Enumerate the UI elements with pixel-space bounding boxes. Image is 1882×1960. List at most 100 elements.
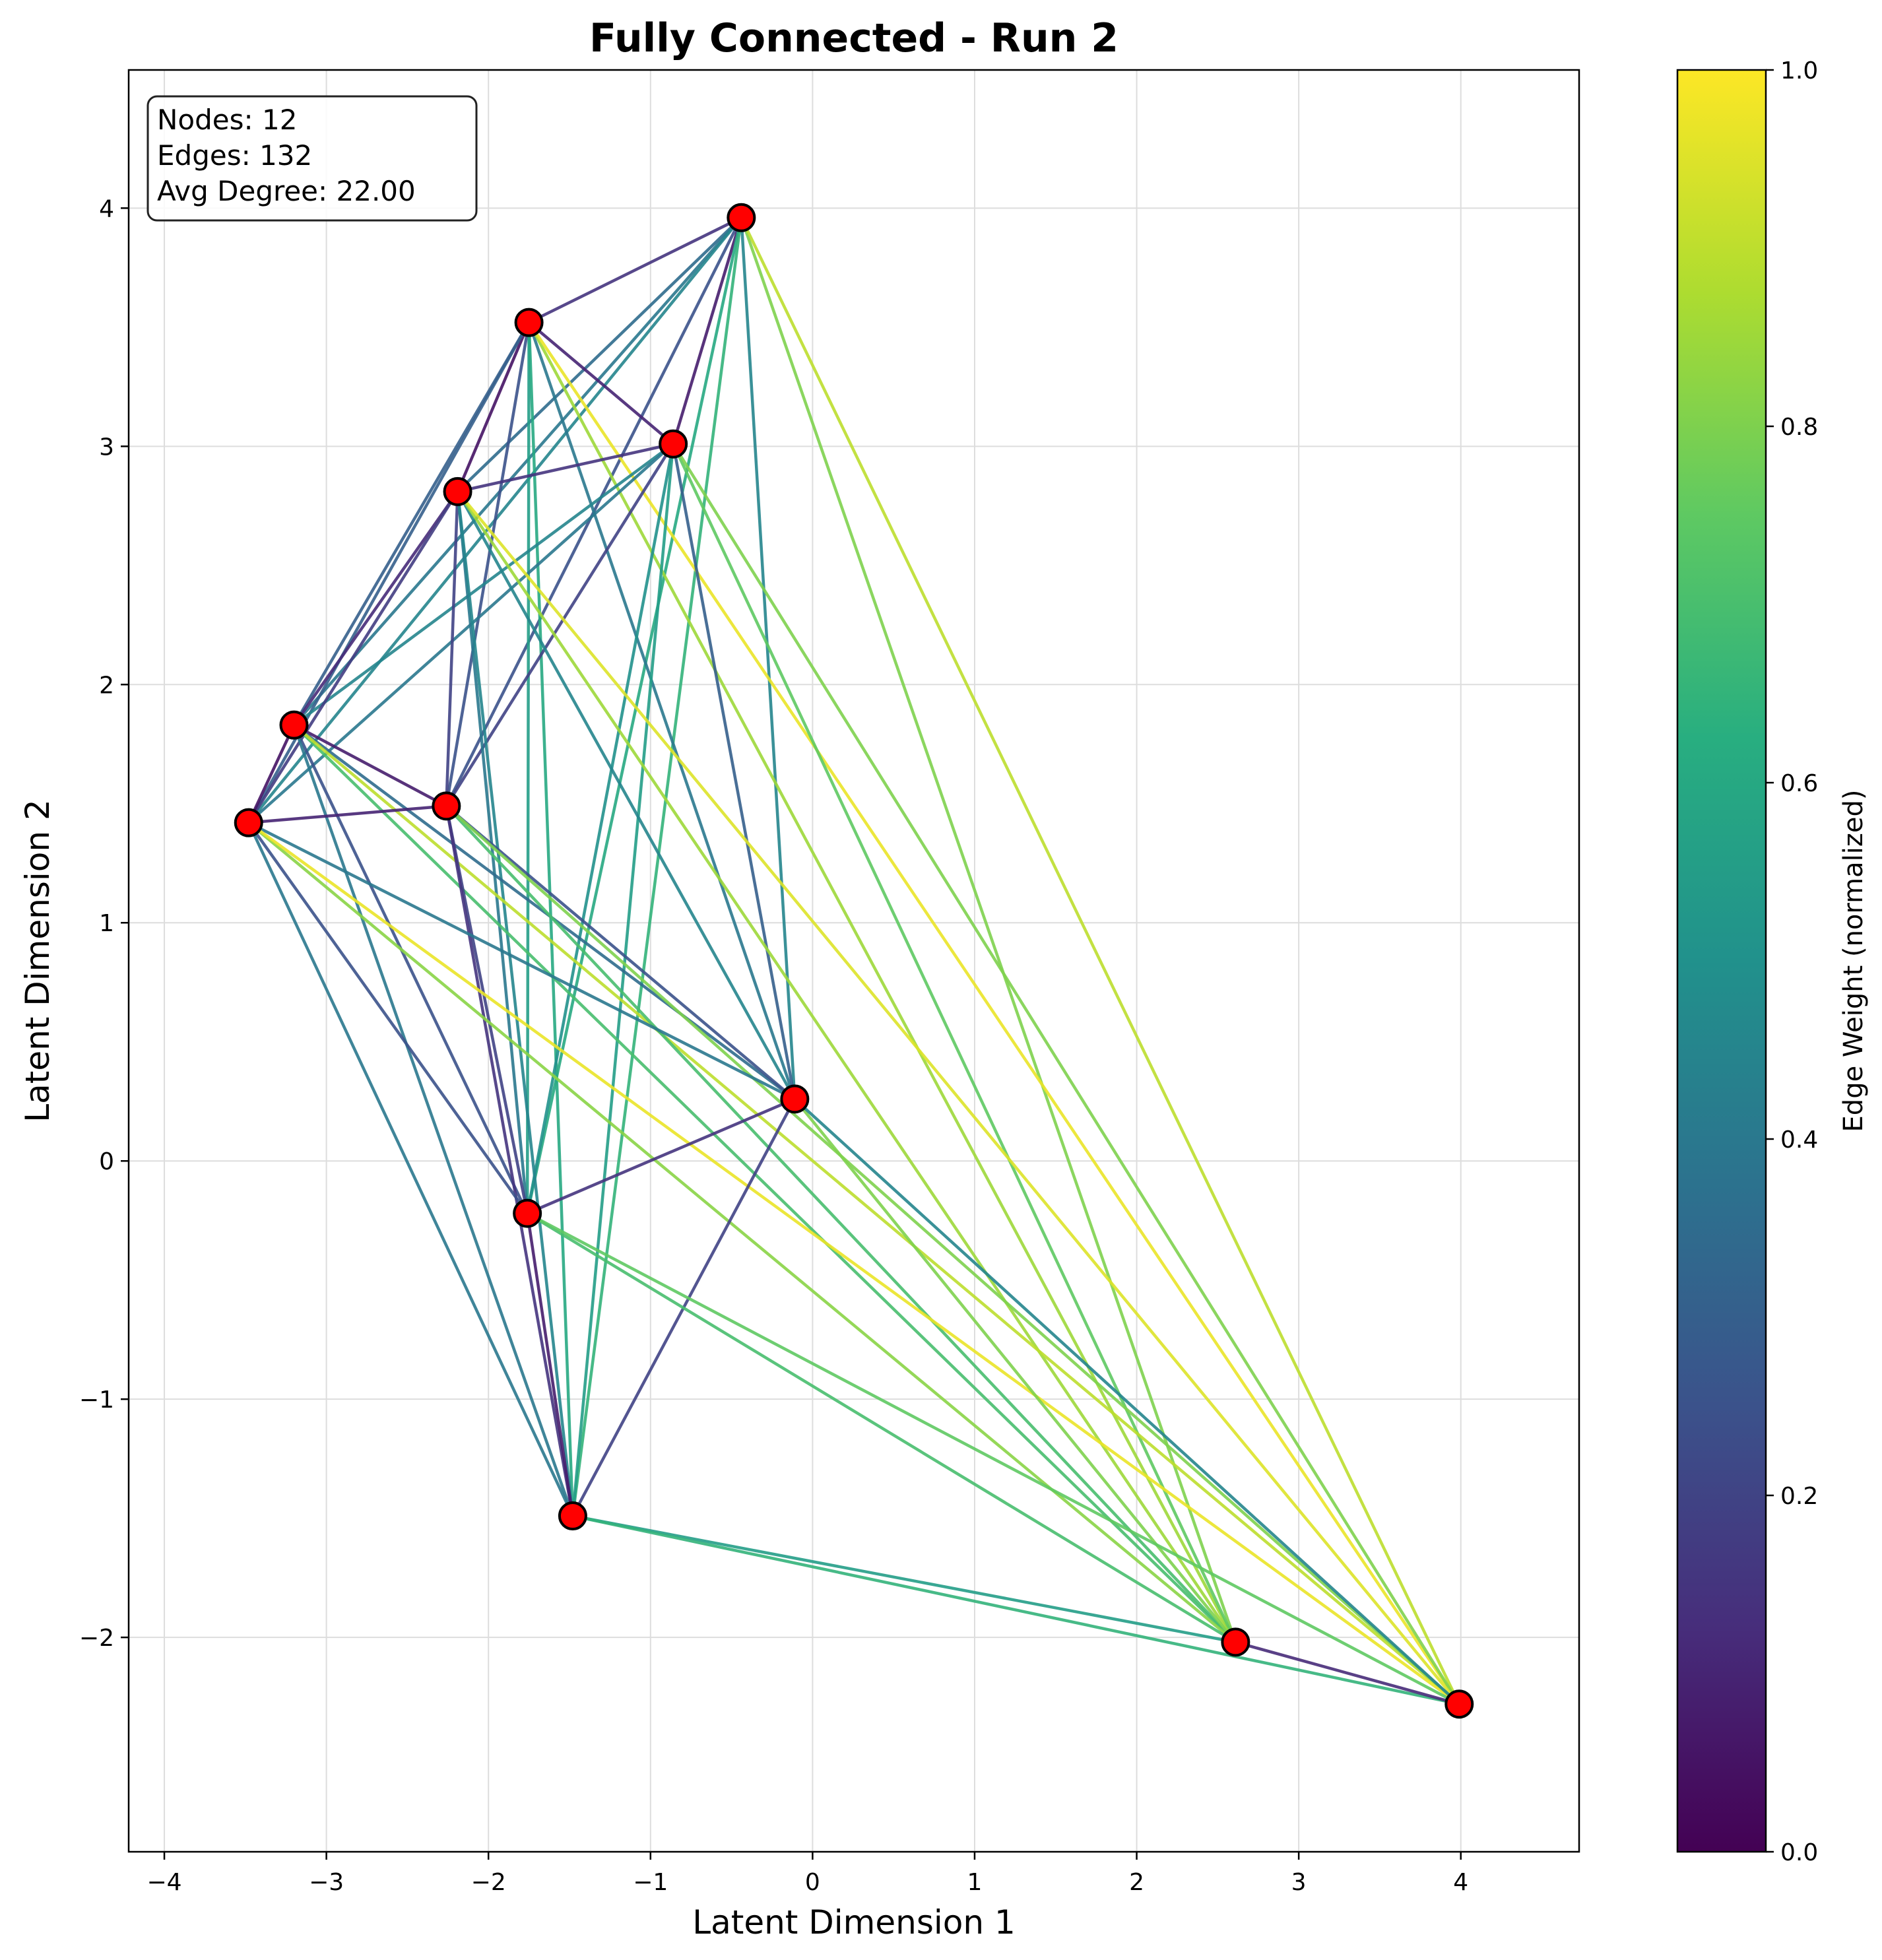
x-tick-label: 1: [967, 1869, 983, 1896]
x-tick-label: −1: [633, 1869, 668, 1896]
graph-edge: [740, 216, 796, 1101]
graph-node: [234, 808, 263, 837]
graph-edge: [247, 723, 296, 824]
stats-nodes: Nodes: 12: [157, 104, 297, 136]
graph-edge: [445, 490, 459, 808]
x-axis-ticks: −4 −3 −2 −1 0 1 2 3 4: [146, 1852, 1468, 1896]
chart-title: Fully Connected - Run 2: [589, 15, 1119, 61]
graph-edge: [247, 821, 575, 1518]
graph-edge: [525, 1097, 796, 1215]
x-tick-label: −2: [471, 1869, 506, 1896]
graph-edge: [247, 804, 448, 824]
graph-edge: [671, 442, 1237, 1644]
graph-edge: [671, 216, 743, 445]
graph-edge: [740, 216, 1461, 1706]
colorbar-ticks: 0.0 0.2 0.4 0.6 0.8 1.0: [1766, 57, 1818, 1866]
graph-node: [514, 308, 544, 337]
graph-edge: [527, 321, 1461, 1706]
graph-edge: [571, 442, 675, 1518]
graph-node: [780, 1084, 810, 1114]
graph-edge: [571, 216, 743, 1518]
graph-edge: [527, 321, 675, 445]
colorbar-gradient: [1676, 69, 1767, 1853]
x-tick-label: 0: [805, 1869, 820, 1896]
stats-box: Nodes: 12 Edges: 132 Avg Degree: 22.00: [146, 95, 478, 222]
graph-edge: [445, 321, 531, 808]
graph-edge: [527, 321, 1237, 1644]
plot-frame: [127, 69, 1580, 1853]
y-axis-label: Latent Dimension 2: [18, 799, 57, 1123]
graph-edge: [247, 442, 675, 824]
graph-edge: [247, 821, 1461, 1706]
graph-edge: [292, 490, 459, 727]
x-tick-label: 3: [1291, 1869, 1307, 1896]
x-axis-label: Latent Dimension 1: [692, 1903, 1016, 1942]
graph-node: [513, 1198, 542, 1228]
graph-node: [558, 1501, 587, 1531]
graph-edge: [456, 442, 675, 494]
graph-edge: [671, 442, 796, 1101]
graph-edge: [456, 216, 743, 494]
graph-node: [443, 476, 472, 506]
graph-edge: [456, 490, 1237, 1644]
graph-node: [1221, 1627, 1250, 1657]
graph-node: [432, 791, 461, 821]
x-tick-label: 4: [1453, 1869, 1468, 1896]
y-tick-label: 0: [99, 1148, 114, 1175]
graph-edge: [445, 442, 675, 808]
y-axis-ticks: −2 −1 0 1 2 3 4: [79, 195, 129, 1652]
grid-lines: [129, 70, 1579, 1852]
graph-edge: [292, 723, 448, 808]
graph-edge: [571, 1514, 1237, 1644]
colorbar-label: Edge Weight (normalized): [1838, 790, 1869, 1132]
graph-edge: [445, 804, 1461, 1706]
graph-edge: [793, 1097, 1237, 1644]
colorbar-tick-label: 0.6: [1780, 770, 1818, 797]
edge-layer: [247, 216, 1461, 1706]
graph-edge: [1234, 1641, 1461, 1706]
graph-edge: [571, 1514, 1461, 1706]
graph-edge: [525, 1212, 1461, 1706]
graph-edge: [292, 216, 743, 727]
graph-edge: [456, 490, 796, 1101]
graph-edge: [445, 804, 1237, 1644]
graph-edge: [292, 442, 675, 727]
graph-edge: [292, 723, 575, 1518]
x-tick-label: −4: [146, 1869, 181, 1896]
graph-edge: [671, 442, 1461, 1706]
colorbar-tick-label: 0.2: [1780, 1483, 1818, 1510]
y-tick-label: 2: [99, 672, 114, 699]
graph-edge: [445, 804, 796, 1101]
colorbar-tick-label: 1.0: [1780, 57, 1818, 84]
graph-edge: [456, 490, 529, 1215]
colorbar-tick-label: 0.8: [1780, 414, 1818, 441]
graph-node: [727, 203, 756, 232]
graph-edge: [292, 723, 529, 1215]
graph-edge: [456, 490, 1461, 1706]
graph-node: [1444, 1689, 1474, 1719]
y-tick-label: 3: [99, 434, 114, 461]
y-tick-label: −2: [79, 1625, 114, 1652]
y-tick-label: −1: [79, 1387, 114, 1414]
graph-edge: [525, 1212, 575, 1518]
colorbar: 0.0 0.2 0.4 0.6 0.8 1.0 Edge Weight (normaliz…: [1676, 57, 1869, 1866]
graph-edge: [525, 321, 531, 1215]
y-tick-label: 4: [99, 195, 114, 222]
graph-node: [279, 710, 309, 740]
stats-edges: Edges: 132: [157, 139, 312, 172]
graph-edge: [527, 216, 743, 324]
graph-edge: [292, 723, 1237, 1644]
stats-avg-degree: Avg Degree: 22.00: [157, 175, 416, 207]
graph-edge: [527, 321, 575, 1518]
graph-edge: [525, 216, 743, 1215]
node-layer: [234, 203, 1474, 1719]
graph-edge: [525, 442, 675, 1215]
graph-node: [659, 429, 688, 459]
x-tick-label: 2: [1129, 1869, 1144, 1896]
y-tick-label: 1: [99, 910, 114, 937]
graph-edge: [247, 490, 459, 824]
graph-edge: [247, 821, 529, 1215]
graph-edge: [292, 723, 1461, 1706]
colorbar-tick-label: 0.4: [1780, 1127, 1818, 1154]
